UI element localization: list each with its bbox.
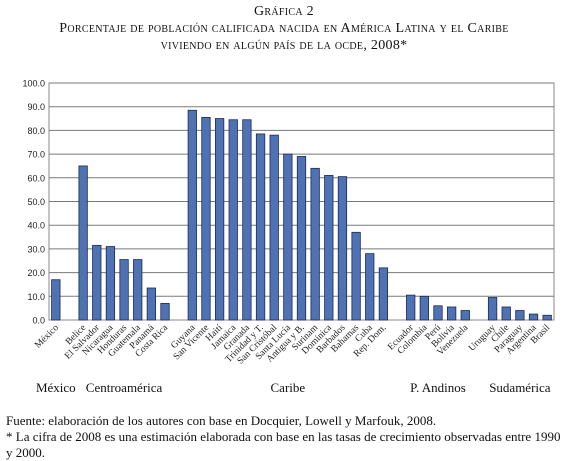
x-tick-label: México bbox=[33, 323, 61, 351]
bar bbox=[283, 153, 293, 321]
bar bbox=[228, 119, 238, 321]
chart-title-line-2: viviendo en algún país de la ocde, 2008* bbox=[160, 38, 408, 53]
estimate-note: * La cifra de 2008 es una estimación ela… bbox=[6, 429, 561, 460]
source-note: Fuente: elaboración de los autores con b… bbox=[6, 413, 437, 428]
bar bbox=[214, 118, 225, 321]
bar bbox=[419, 295, 429, 321]
bar bbox=[92, 244, 102, 321]
chart-title-line-1: Porcentaje de población calificada nacid… bbox=[59, 21, 509, 36]
bar bbox=[296, 156, 307, 321]
y-tick-label: 30.0 bbox=[27, 244, 45, 254]
y-tick-label: 60.0 bbox=[27, 173, 45, 183]
bar bbox=[501, 306, 511, 321]
bar bbox=[433, 305, 443, 321]
bar bbox=[337, 176, 348, 321]
y-tick-label: 80.0 bbox=[27, 126, 45, 136]
bar bbox=[119, 259, 129, 321]
bar bbox=[447, 306, 457, 321]
y-tick-label: 90.0 bbox=[27, 102, 45, 112]
bar bbox=[78, 165, 88, 321]
bar bbox=[310, 167, 320, 321]
y-tick-label: 50.0 bbox=[27, 197, 45, 207]
bar bbox=[51, 279, 61, 321]
bar bbox=[487, 297, 498, 321]
y-tick-label: 0.0 bbox=[32, 316, 45, 326]
bar bbox=[406, 294, 416, 321]
group-label: Caribe bbox=[271, 380, 306, 395]
bar bbox=[269, 134, 279, 321]
bar bbox=[146, 287, 156, 321]
bar bbox=[105, 246, 116, 321]
y-tick-label: 70.0 bbox=[27, 150, 45, 160]
group-label: P. Andinos bbox=[410, 380, 466, 395]
y-tick-label: 40.0 bbox=[27, 221, 45, 231]
bar bbox=[378, 267, 389, 321]
bar bbox=[528, 313, 539, 321]
bar bbox=[187, 109, 197, 321]
bar-chart: 0.0 10.0 20.0 30.0 40.0 50.0 60.0 70.0 80.0 90.0 1… bbox=[22, 79, 555, 395]
bar bbox=[460, 310, 470, 321]
y-tick-label: 20.0 bbox=[27, 268, 45, 278]
bar bbox=[515, 310, 525, 321]
bar bbox=[542, 314, 552, 321]
chart-title-block: Gráfica 2 Porcentaje de población califi… bbox=[0, 3, 568, 54]
figure-number: Gráfica 2 bbox=[254, 4, 314, 19]
y-tick-label: 100.0 bbox=[22, 79, 45, 89]
y-tick-label: 10.0 bbox=[27, 292, 45, 302]
bar bbox=[255, 133, 266, 321]
bar bbox=[351, 231, 361, 321]
bar bbox=[365, 253, 375, 321]
bar bbox=[242, 119, 252, 321]
group-label: México bbox=[36, 380, 76, 395]
group-label: Centroamérica bbox=[86, 380, 163, 395]
bar bbox=[201, 116, 211, 321]
bar bbox=[324, 175, 334, 321]
bar bbox=[133, 259, 143, 321]
bar bbox=[160, 303, 170, 321]
group-label: Sudamérica bbox=[489, 380, 551, 395]
